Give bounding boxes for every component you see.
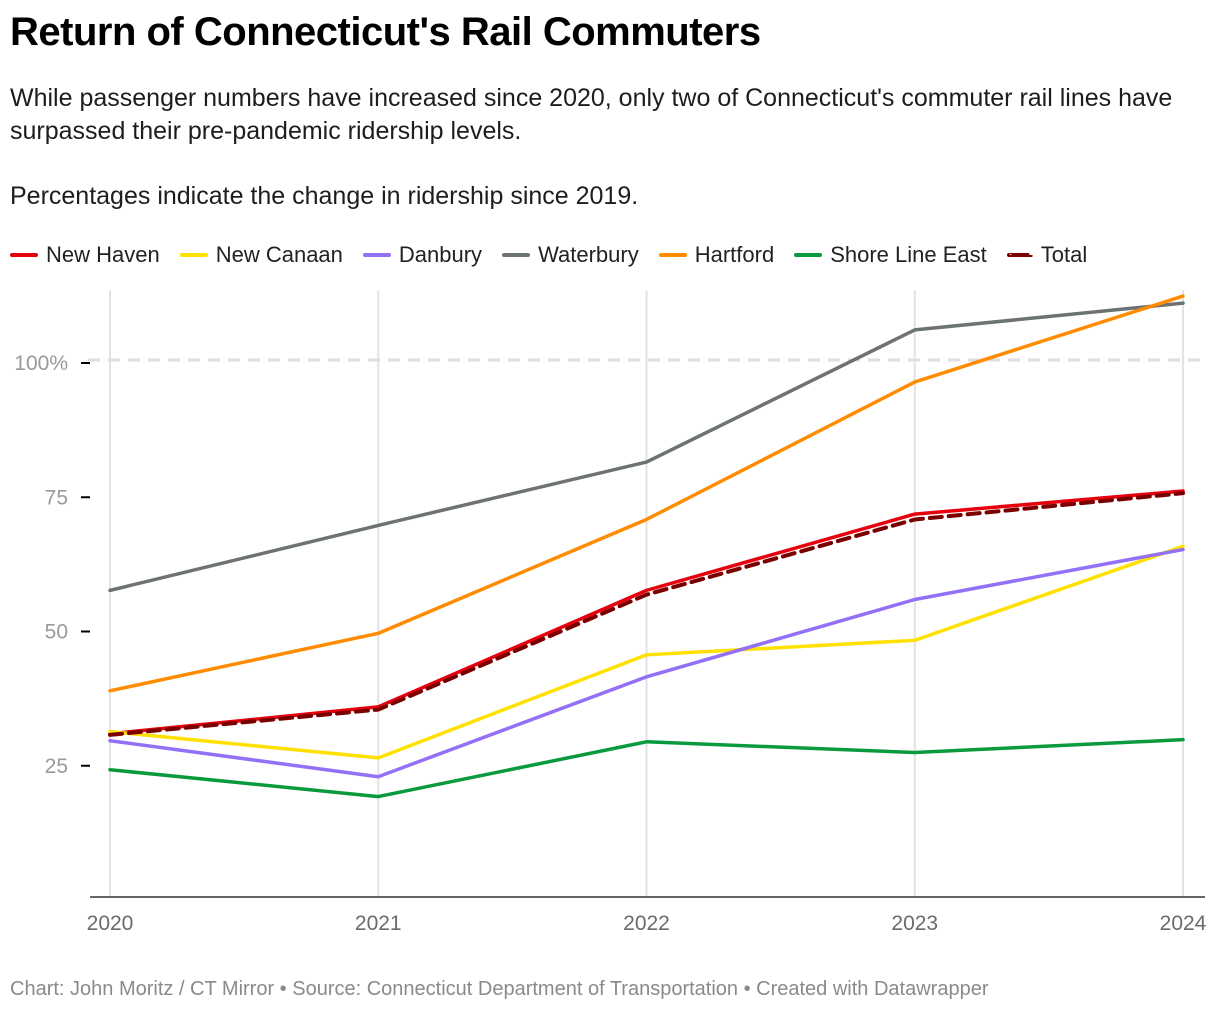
legend-label: New Haven xyxy=(46,242,160,267)
legend-label: Danbury xyxy=(398,242,483,267)
legend-item: Waterbury xyxy=(502,242,639,268)
legend-label: Hartford xyxy=(694,242,775,267)
x-tick-label: 2020 xyxy=(87,912,134,935)
legend-item: Shore Line East xyxy=(794,242,987,268)
series-line-hartford xyxy=(108,294,1185,693)
legend-swatch xyxy=(658,253,687,257)
legend-swatch xyxy=(794,253,823,257)
chart-title: Return of Connecticut's Rail Commuters xyxy=(10,10,761,54)
legend-swatch xyxy=(179,253,208,257)
legend-swatch xyxy=(10,253,38,257)
legend-swatch xyxy=(502,253,531,257)
legend-item: New Canaan xyxy=(179,242,343,268)
legend-label: Total xyxy=(1040,242,1088,267)
series-line-shore-line-east xyxy=(108,737,1185,799)
legend-swatch xyxy=(1006,253,1033,257)
chart-note: Percentages indicate the change in rider… xyxy=(10,182,639,210)
series-line-waterbury xyxy=(108,301,1185,593)
legend-swatch xyxy=(362,253,391,257)
legend-label: Waterbury xyxy=(538,242,639,267)
y-tick-label: 75 xyxy=(45,486,68,509)
chart-footer: Chart: John Moritz / CT Mirror • Source:… xyxy=(10,978,989,1000)
y-tick-label: 25 xyxy=(45,755,68,778)
x-tick-label: 2021 xyxy=(355,912,402,935)
legend: New Haven New Canaan Danbury Waterbury Hartf… xyxy=(10,242,1087,268)
legend-label: New Canaan xyxy=(215,242,343,267)
x-tick-label: 2023 xyxy=(891,912,938,935)
series-line-new-haven xyxy=(108,489,1185,736)
legend-item: New Haven xyxy=(10,242,160,268)
x-tick-label: 2022 xyxy=(623,912,670,935)
series-line-total xyxy=(108,491,1185,737)
chart-description: While passenger numbers have increased s… xyxy=(10,84,1173,145)
legend-item: Danbury xyxy=(362,242,483,268)
series-line-danbury xyxy=(108,547,1185,779)
legend-label: Shore Line East xyxy=(830,242,987,267)
x-tick-label: 2024 xyxy=(1160,912,1207,935)
legend-item: Total xyxy=(1006,242,1088,268)
y-tick-label: 50 xyxy=(45,621,68,644)
legend-item: Hartford xyxy=(658,242,775,268)
y-tick-label: 100% xyxy=(14,352,68,375)
series-line-new-canaan xyxy=(108,544,1185,760)
